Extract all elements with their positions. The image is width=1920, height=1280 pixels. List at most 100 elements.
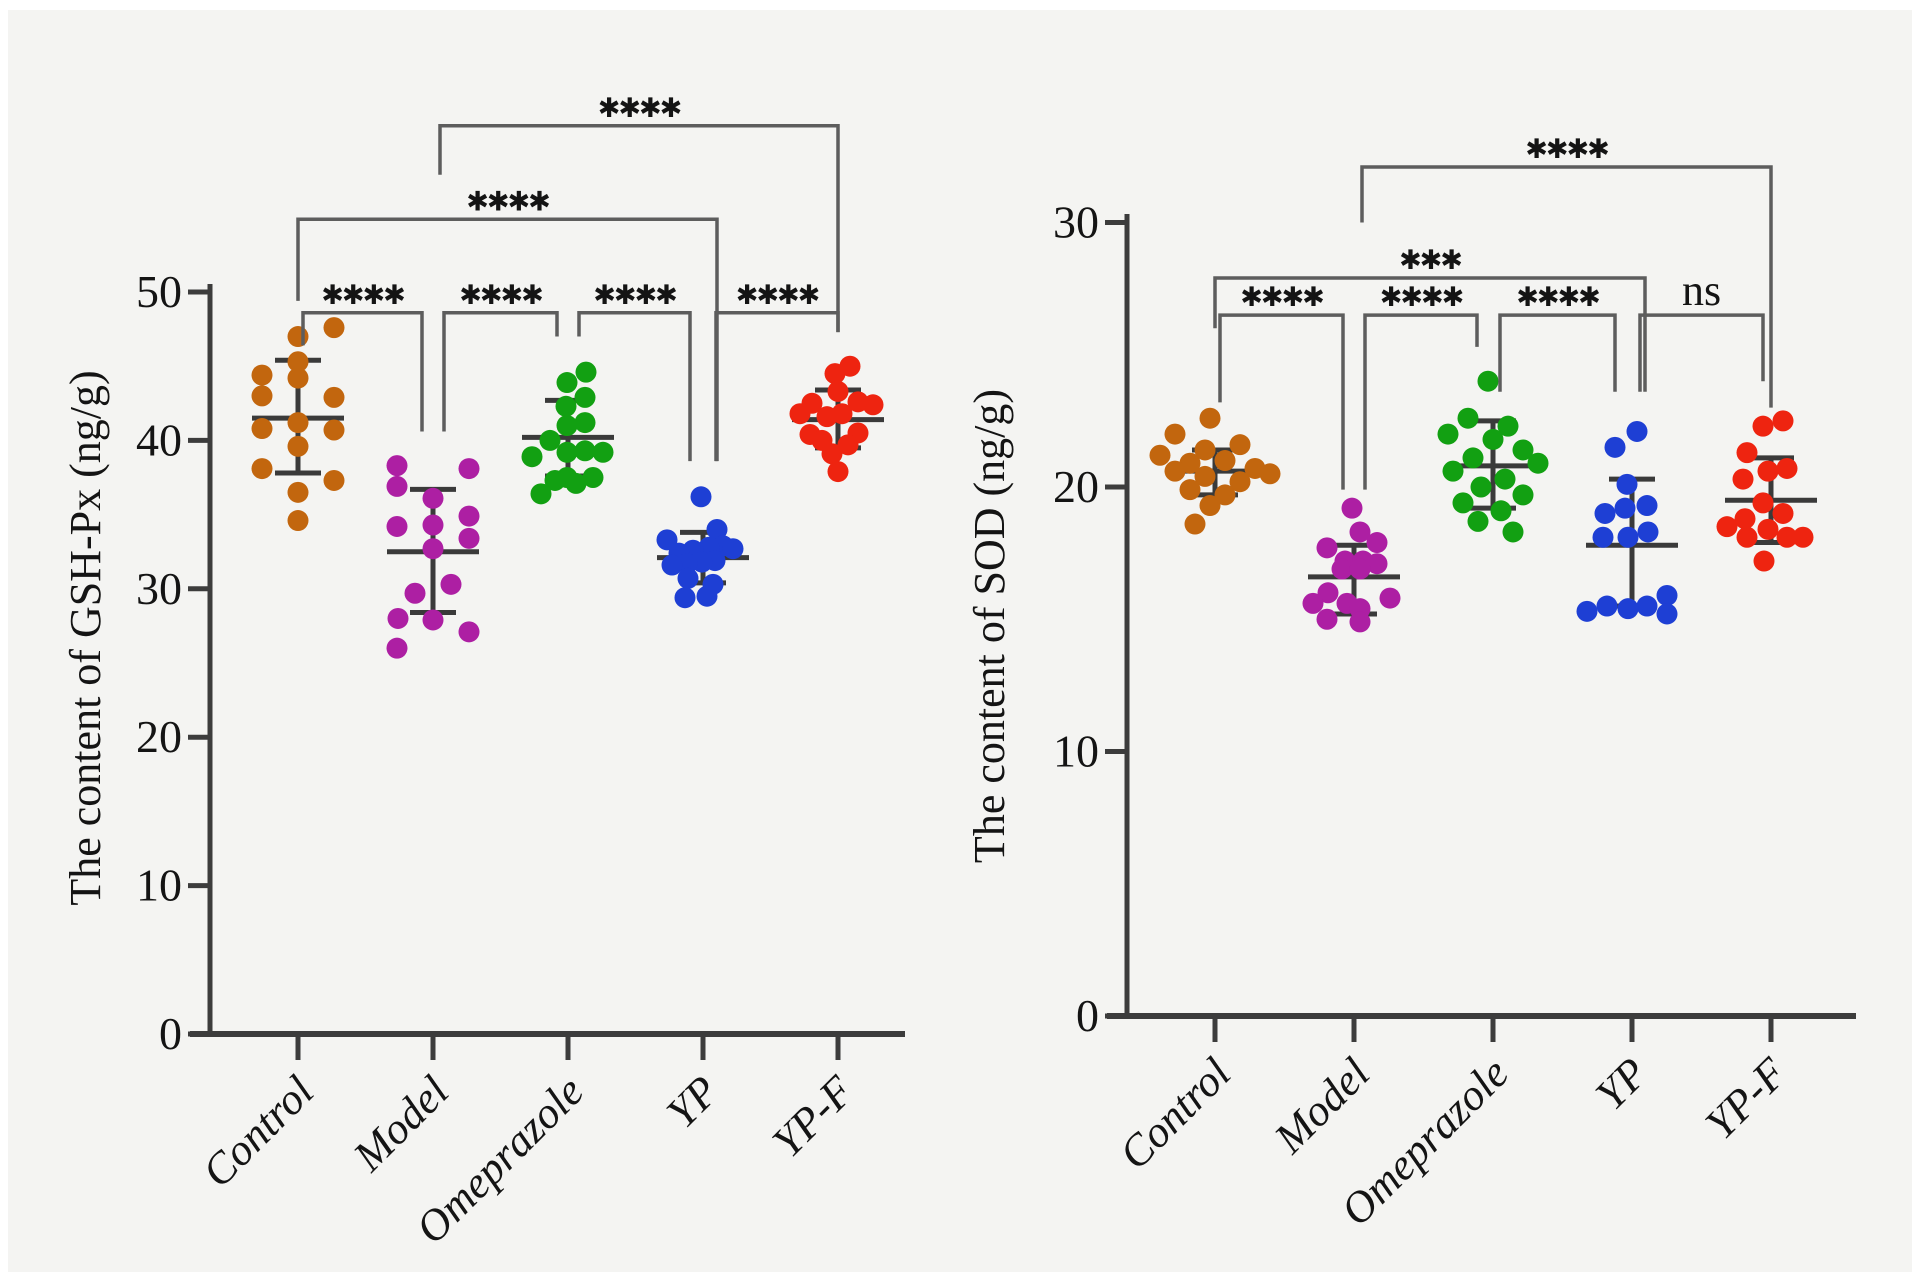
data-dot — [821, 443, 843, 465]
significance-bracket — [1218, 313, 1345, 490]
data-dot — [458, 621, 480, 643]
data-dot — [706, 518, 728, 540]
data-dot — [824, 363, 846, 385]
y-tick-label: 10 — [136, 860, 182, 911]
data-dot — [1331, 558, 1353, 580]
data-dot — [827, 380, 849, 402]
data-dot — [837, 434, 859, 456]
data-dot — [661, 554, 683, 576]
y-axis-title: The content of GSH-Px (ng/g) — [61, 370, 110, 905]
y-tick-label: 20 — [1053, 461, 1099, 512]
data-dot — [1349, 558, 1371, 580]
data-dot — [1604, 436, 1626, 458]
data-dot — [1462, 447, 1484, 469]
data-dot — [1149, 444, 1171, 466]
x-category-label: Control — [1110, 1048, 1240, 1178]
data-dot — [1614, 497, 1636, 519]
significance-bracket — [1360, 165, 1773, 408]
data-dot — [690, 486, 712, 508]
data-dot — [323, 419, 345, 441]
data-dot — [1592, 526, 1614, 548]
data-dot — [386, 475, 408, 497]
x-category-label: YP-F — [1696, 1048, 1797, 1149]
data-dot — [422, 609, 444, 631]
significance-stars: ✱✱✱✱ — [1525, 134, 1608, 165]
data-dot — [1757, 518, 1779, 540]
data-dot — [323, 317, 345, 339]
data-dot — [458, 505, 480, 527]
data-dot — [1776, 457, 1798, 479]
data-dot — [1502, 521, 1524, 543]
data-dot — [1776, 526, 1798, 548]
data-dot — [1527, 452, 1549, 474]
data-dot — [287, 481, 309, 503]
data-dot — [251, 385, 273, 407]
data-dot — [1482, 428, 1504, 450]
data-dot — [1164, 460, 1186, 482]
data-dot — [556, 415, 578, 437]
data-dot — [1617, 526, 1639, 548]
significance-stars: ✱✱✱✱ — [466, 186, 549, 217]
data-dot — [1512, 484, 1534, 506]
data-dot — [862, 394, 884, 416]
data-dot — [574, 412, 596, 434]
x-category-label: Control — [193, 1066, 323, 1196]
data-dot — [827, 461, 849, 483]
data-dot — [1736, 526, 1758, 548]
data-dot — [386, 637, 408, 659]
data-dot — [1437, 423, 1459, 445]
data-dot — [789, 403, 811, 425]
data-dot — [1302, 592, 1324, 614]
data-dot — [575, 361, 597, 383]
data-dot — [1752, 415, 1774, 437]
data-dot — [574, 440, 596, 462]
data-dot — [1490, 500, 1512, 522]
data-dot — [1379, 587, 1401, 609]
data-dot — [816, 406, 838, 428]
data-dot — [422, 514, 444, 536]
data-dot — [565, 472, 587, 494]
data-dot — [592, 441, 614, 463]
data-dot — [1656, 584, 1678, 606]
x-category-label: YP — [1586, 1048, 1657, 1119]
data-dot — [287, 435, 309, 457]
data-dot — [251, 364, 273, 386]
data-dot — [287, 412, 309, 434]
data-dot — [1576, 600, 1598, 622]
data-dot — [1442, 460, 1464, 482]
x-category-label: Model — [1264, 1048, 1379, 1163]
data-dot — [287, 326, 309, 348]
data-dot — [404, 582, 426, 604]
data-dot — [1184, 513, 1206, 535]
data-dot — [530, 483, 552, 505]
data-dot — [556, 441, 578, 463]
data-dot — [287, 367, 309, 389]
data-dot — [1753, 550, 1775, 572]
data-dot — [1470, 476, 1492, 498]
significance-stars: ✱✱✱✱ — [1380, 282, 1463, 313]
significance-bracket — [1638, 313, 1765, 392]
significance-bracket — [1213, 276, 1647, 392]
data-dot — [387, 607, 409, 629]
data-dot — [1366, 553, 1388, 575]
data-dot — [1636, 495, 1658, 517]
ns-label: ns — [1682, 266, 1721, 315]
data-dot — [555, 395, 577, 417]
data-dot — [582, 467, 604, 488]
data-dot — [674, 587, 696, 609]
data-dot — [1617, 598, 1639, 620]
data-dot — [1194, 465, 1216, 487]
data-dot — [1457, 407, 1479, 429]
data-dot — [1194, 439, 1216, 461]
data-dot — [1341, 497, 1363, 519]
data-dot — [1179, 479, 1201, 501]
significance-stars: ✱✱✱✱ — [736, 280, 819, 311]
x-category-label: YP-F — [763, 1066, 864, 1167]
data-dot — [1736, 442, 1758, 464]
data-dot — [1199, 495, 1221, 517]
data-dot — [1164, 423, 1186, 445]
data-dot — [1594, 502, 1616, 524]
significance-stars: ✱✱✱✱ — [598, 93, 681, 124]
y-tick-label: 10 — [1053, 726, 1099, 777]
